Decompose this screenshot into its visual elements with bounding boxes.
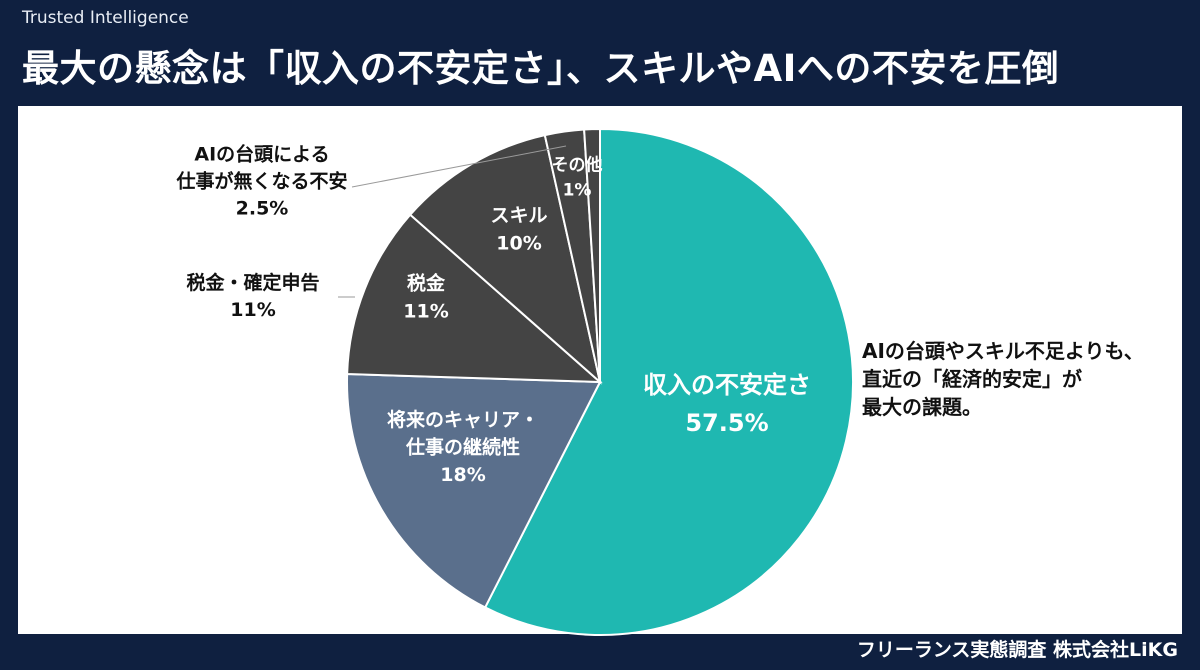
leader-line-ai xyxy=(351,145,567,188)
slice-label-tax: 11% xyxy=(403,300,448,322)
outside-label-ai: AIの台頭による xyxy=(194,143,329,166)
slice-label-career: 仕事の継続性 xyxy=(405,436,520,459)
outside-label-ai: 2.5% xyxy=(236,198,289,220)
slice-label-skill: スキル xyxy=(490,205,547,227)
pie-slice-income xyxy=(483,127,854,636)
slice-label-skill: 10% xyxy=(496,232,541,254)
outside-label-tax: 11% xyxy=(230,299,275,321)
slice-label-other: その他 xyxy=(552,155,603,176)
slice-label-career: 18% xyxy=(440,464,485,486)
annotation-line: AIの台頭やスキル不足よりも、 xyxy=(862,339,1144,363)
annotation-line: 最大の課題。 xyxy=(862,395,982,419)
slice-label-career: 将来のキャリア・ xyxy=(387,408,539,431)
outside-label-tax: 税金・確定申告 xyxy=(186,271,319,294)
brand-label: Trusted Intelligence xyxy=(22,8,189,28)
pie-slice-career xyxy=(346,373,602,609)
outside-label-ai: 仕事が無くなる不安 xyxy=(175,170,347,193)
pie-slice-other xyxy=(583,127,601,383)
pie-slice-tax xyxy=(346,213,603,384)
slice-label-income: 収入の不安定さ xyxy=(643,371,811,399)
source-footer: フリーランス実態調査 株式会社LiKG xyxy=(856,639,1178,661)
slice-label-other: 1% xyxy=(563,180,592,200)
page-title: 最大の懸念は「収入の不安定さ」、スキルやAIへの不安を圧倒 xyxy=(22,47,1060,90)
slice-label-income: 57.5% xyxy=(685,409,768,437)
annotation-note: AIの台頭やスキル不足よりも、 直近の「経済的安定」が 最大の課題。 xyxy=(862,337,1144,421)
annotation-line: 直近の「経済的安定」が xyxy=(862,367,1082,391)
slice-label-tax: 税金 xyxy=(407,272,446,295)
